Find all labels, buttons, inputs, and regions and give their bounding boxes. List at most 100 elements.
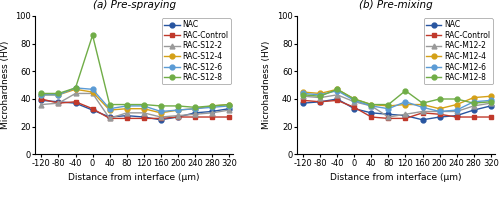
RAC-S12-4 bbox=[124, 108, 130, 110]
NAC bbox=[488, 105, 494, 107]
RAC-S12-6 bbox=[124, 105, 130, 107]
RAC-S12-2 bbox=[140, 112, 146, 114]
RAC-S12-6 bbox=[158, 110, 164, 113]
RAC-S12-4 bbox=[72, 88, 78, 90]
Line: RAC-S12-4: RAC-S12-4 bbox=[39, 87, 232, 115]
RAC-M12-4 bbox=[368, 103, 374, 106]
NAC bbox=[38, 99, 44, 102]
RAC-M12-2 bbox=[368, 105, 374, 107]
RAC-Control bbox=[175, 116, 181, 118]
NAC bbox=[226, 108, 232, 110]
Line: RAC-M12-6: RAC-M12-6 bbox=[300, 88, 493, 114]
RAC-S12-6 bbox=[90, 88, 96, 90]
RAC-M12-2 bbox=[300, 95, 306, 97]
RAC-M12-6 bbox=[300, 92, 306, 95]
NAC bbox=[158, 119, 164, 121]
RAC-M12-8 bbox=[470, 102, 476, 104]
RAC-S12-4 bbox=[192, 108, 198, 110]
RAC-S12-4 bbox=[90, 91, 96, 93]
RAC-M12-2 bbox=[420, 110, 426, 113]
NAC bbox=[317, 101, 323, 103]
RAC-S12-6 bbox=[106, 108, 112, 110]
NAC bbox=[72, 102, 78, 104]
RAC-Control bbox=[454, 116, 460, 118]
Legend: NAC, RAC-Control, RAC-M12-2, RAC-M12-4, RAC-M12-6, RAC-M12-8: NAC, RAC-Control, RAC-M12-2, RAC-M12-4, … bbox=[424, 18, 492, 84]
RAC-M12-6 bbox=[402, 101, 408, 103]
NAC bbox=[300, 102, 306, 104]
RAC-Control bbox=[368, 116, 374, 118]
NAC bbox=[368, 112, 374, 114]
Title: (a) Pre-spraying: (a) Pre-spraying bbox=[92, 0, 176, 10]
NAC bbox=[90, 109, 96, 111]
RAC-Control bbox=[436, 113, 442, 115]
RAC-S12-2 bbox=[72, 92, 78, 95]
NAC bbox=[192, 112, 198, 114]
RAC-S12-2 bbox=[209, 112, 215, 114]
RAC-Control bbox=[158, 117, 164, 120]
Line: RAC-S12-2: RAC-S12-2 bbox=[39, 91, 232, 121]
RAC-S12-8 bbox=[140, 103, 146, 106]
RAC-M12-4 bbox=[386, 105, 392, 107]
RAC-M12-4 bbox=[402, 103, 408, 106]
NAC bbox=[334, 98, 340, 100]
RAC-S12-4 bbox=[38, 94, 44, 96]
RAC-S12-2 bbox=[175, 114, 181, 117]
RAC-S12-8 bbox=[209, 105, 215, 107]
RAC-S12-2 bbox=[226, 109, 232, 111]
RAC-Control bbox=[90, 108, 96, 110]
RAC-S12-8 bbox=[38, 92, 44, 95]
NAC bbox=[352, 108, 358, 110]
RAC-S12-2 bbox=[56, 102, 62, 104]
RAC-M12-6 bbox=[334, 89, 340, 92]
RAC-S12-6 bbox=[38, 94, 44, 96]
RAC-S12-6 bbox=[209, 106, 215, 109]
RAC-S12-8 bbox=[106, 103, 112, 106]
RAC-S12-8 bbox=[192, 106, 198, 109]
RAC-Control bbox=[106, 117, 112, 120]
Line: RAC-S12-6: RAC-S12-6 bbox=[39, 86, 232, 114]
NAC bbox=[124, 114, 130, 117]
Title: (b) Pre-mixing: (b) Pre-mixing bbox=[359, 0, 432, 10]
RAC-Control bbox=[420, 112, 426, 114]
RAC-M12-8 bbox=[386, 103, 392, 106]
RAC-M12-6 bbox=[368, 105, 374, 107]
Legend: NAC, RAC-Control, RAC-S12-2, RAC-S12-4, RAC-S12-6, RAC-S12-8: NAC, RAC-Control, RAC-S12-2, RAC-S12-4, … bbox=[162, 18, 231, 84]
RAC-M12-2 bbox=[402, 113, 408, 115]
RAC-M12-6 bbox=[317, 94, 323, 96]
RAC-M12-2 bbox=[488, 102, 494, 104]
Y-axis label: Microhardness (HV): Microhardness (HV) bbox=[0, 41, 10, 129]
RAC-S12-8 bbox=[124, 103, 130, 106]
RAC-M12-6 bbox=[420, 106, 426, 109]
Line: RAC-M12-2: RAC-M12-2 bbox=[300, 92, 493, 119]
NAC bbox=[209, 110, 215, 113]
RAC-S12-8 bbox=[226, 103, 232, 106]
Line: RAC-Control: RAC-Control bbox=[39, 97, 232, 121]
RAC-S12-4 bbox=[209, 105, 215, 107]
Line: NAC: NAC bbox=[300, 97, 493, 122]
RAC-M12-2 bbox=[386, 116, 392, 118]
RAC-M12-8 bbox=[420, 102, 426, 104]
RAC-Control bbox=[72, 101, 78, 103]
Line: RAC-Control: RAC-Control bbox=[300, 98, 493, 121]
RAC-M12-8 bbox=[317, 95, 323, 97]
RAC-S12-6 bbox=[175, 109, 181, 111]
RAC-M12-2 bbox=[317, 96, 323, 99]
RAC-M12-2 bbox=[470, 105, 476, 107]
RAC-S12-6 bbox=[56, 94, 62, 96]
Line: RAC-S12-8: RAC-S12-8 bbox=[39, 33, 232, 110]
NAC bbox=[175, 116, 181, 118]
RAC-S12-8 bbox=[90, 34, 96, 36]
RAC-S12-8 bbox=[158, 105, 164, 107]
RAC-M12-6 bbox=[436, 110, 442, 113]
RAC-Control bbox=[226, 116, 232, 118]
NAC bbox=[420, 119, 426, 121]
RAC-S12-4 bbox=[226, 103, 232, 106]
RAC-Control bbox=[488, 116, 494, 118]
RAC-M12-4 bbox=[488, 95, 494, 97]
NAC bbox=[402, 114, 408, 117]
RAC-M12-8 bbox=[368, 103, 374, 106]
RAC-M12-6 bbox=[386, 108, 392, 110]
RAC-S12-2 bbox=[38, 103, 44, 106]
RAC-M12-6 bbox=[352, 99, 358, 102]
RAC-M12-4 bbox=[317, 92, 323, 95]
